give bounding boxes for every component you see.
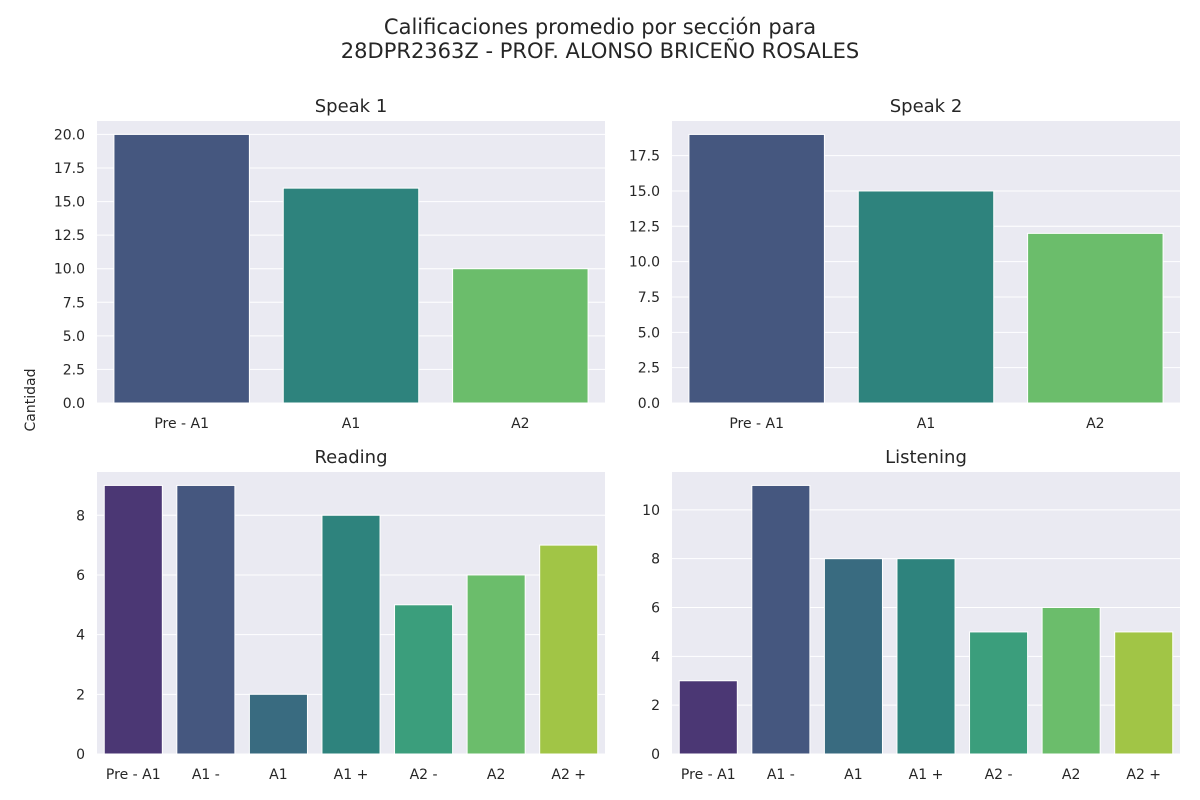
- x-tick-label: A1: [844, 767, 862, 783]
- x-tick-label: A1: [269, 767, 287, 783]
- x-tick-label: Pre - A1: [729, 416, 784, 432]
- y-tick-label: 5.0: [63, 329, 85, 345]
- y-tick-label: 7.5: [638, 290, 660, 306]
- y-tick-label: 2.5: [63, 362, 85, 378]
- bar-a2: [452, 268, 589, 404]
- bar-a2: [1027, 232, 1164, 404]
- y-tick-label: 4: [651, 649, 660, 665]
- x-tick-label: Pre - A1: [106, 767, 161, 783]
- y-tick-label: 8: [76, 508, 85, 524]
- x-tick-label: Pre - A1: [681, 767, 736, 783]
- y-tick-label: 4: [76, 628, 85, 644]
- bar-pre-a1: [688, 133, 825, 404]
- y-tick-label: 6: [651, 601, 660, 617]
- y-tick-label: 12.5: [54, 228, 85, 244]
- bar-a2: [969, 631, 1029, 755]
- y-tick-label: 17.5: [54, 161, 85, 177]
- x-tick-label: A1: [917, 416, 935, 432]
- x-tick-label: A1 -: [192, 767, 220, 783]
- x-tick-label: A2 +: [551, 767, 586, 783]
- x-tick-label: A1: [342, 416, 360, 432]
- panel-title: Reading: [314, 447, 387, 468]
- x-tick-label: Pre - A1: [154, 416, 209, 432]
- chart-panel-2: 0.0 2.5 5.0 7.5 10.0 12.5 15.0 17.5 Pre - A1 A1 A2…: [629, 96, 1180, 432]
- chart-panel-3: 0 2 4 6 8 Pre - A1 A1 - A1 A1 + A2 - A2 A2 + Reading: [76, 447, 605, 783]
- y-tick-label: 2.5: [638, 361, 660, 377]
- x-tick-label: A2: [487, 767, 505, 783]
- y-tick-label: 20.0: [54, 127, 85, 143]
- x-tick-label: A2: [511, 416, 529, 432]
- y-tick-label: 2: [76, 687, 85, 703]
- y-tick-label: 12.5: [629, 219, 660, 235]
- y-tick-label: 0.0: [63, 396, 85, 412]
- bar-a2: [1041, 607, 1101, 755]
- chart-panel-4: 0 2 4 6 8 10 Pre - A1 A1 - A1 A1 + A2 - A2 A2 + Liste…: [642, 447, 1180, 783]
- bar-a1: [176, 484, 236, 755]
- x-tick-label: A2 -: [985, 767, 1013, 783]
- y-tick-label: 10.0: [54, 262, 85, 278]
- bar-a1: [823, 558, 883, 755]
- bar-a1: [857, 190, 995, 404]
- bar-pre-a1: [678, 680, 738, 755]
- x-tick-label: A2 +: [1126, 767, 1161, 783]
- x-tick-label: A2: [1062, 767, 1080, 783]
- figure-title-line-2: 28DPR2363Z - PROF. ALONSO BRICEÑO ROSALE…: [340, 39, 860, 63]
- y-tick-label: 7.5: [63, 295, 85, 311]
- panel-title: Listening: [885, 447, 967, 468]
- bar-a2: [394, 604, 454, 755]
- y-tick-label: 10.0: [629, 255, 660, 271]
- panel-title: Speak 1: [315, 96, 388, 117]
- bar-pre-a1: [103, 484, 163, 755]
- x-tick-label: A1 -: [767, 767, 795, 783]
- y-tick-label: 15.0: [54, 195, 85, 211]
- bar-a1: [282, 187, 420, 404]
- x-tick-label: A1 +: [909, 767, 944, 783]
- y-tick-label: 0: [76, 747, 85, 763]
- bar-a1: [896, 558, 956, 755]
- panel-title: Speak 2: [890, 96, 963, 117]
- bar-a1: [321, 514, 381, 755]
- y-tick-label: 17.5: [629, 149, 660, 165]
- x-tick-label: A2 -: [410, 767, 438, 783]
- y-tick-label: 2: [651, 698, 660, 714]
- y-tick-label: 0.0: [638, 396, 660, 412]
- y-tick-label: 8: [651, 552, 660, 568]
- bar-a2: [539, 544, 599, 755]
- bar-pre-a1: [113, 133, 250, 404]
- bar-a2: [466, 574, 526, 755]
- x-tick-label: A2: [1086, 416, 1104, 432]
- chart-panel-1: 0.0 2.5 5.0 7.5 10.0 12.5 15.0 17.5 20.0 Pre - A1…: [54, 96, 605, 432]
- bar-a1: [751, 484, 811, 755]
- figure-title-line-1: Calificaciones promedio por sección para: [383, 15, 817, 39]
- y-tick-label: 5.0: [638, 325, 660, 341]
- x-tick-label: A1 +: [334, 767, 369, 783]
- y-tick-label: 0: [651, 747, 660, 763]
- bar-a1: [248, 693, 308, 755]
- bar-a2: [1114, 631, 1174, 755]
- y-tick-label: 6: [76, 568, 85, 584]
- y-tick-label: 10: [642, 503, 660, 519]
- y-tick-label: 15.0: [629, 184, 660, 200]
